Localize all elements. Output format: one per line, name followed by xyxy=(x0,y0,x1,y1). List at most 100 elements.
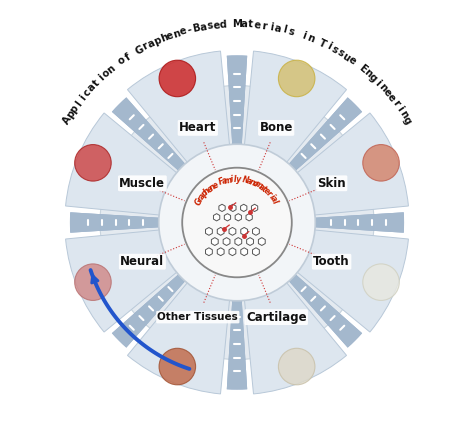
Text: e: e xyxy=(211,180,220,190)
Text: p: p xyxy=(68,103,81,115)
Circle shape xyxy=(278,348,315,385)
Text: e: e xyxy=(205,184,215,194)
Wedge shape xyxy=(227,298,247,389)
Text: m: m xyxy=(253,179,264,191)
Wedge shape xyxy=(287,272,362,348)
Circle shape xyxy=(278,60,315,97)
Text: i: i xyxy=(373,78,383,88)
Text: l: l xyxy=(234,175,237,184)
Text: n: n xyxy=(305,32,315,44)
Text: u: u xyxy=(340,51,352,63)
Text: e: e xyxy=(346,55,357,67)
Text: a: a xyxy=(85,82,98,93)
Text: e: e xyxy=(262,186,272,196)
Text: f: f xyxy=(123,52,132,62)
Text: h: h xyxy=(159,32,169,44)
Circle shape xyxy=(182,168,292,277)
Circle shape xyxy=(159,348,196,385)
Text: i: i xyxy=(268,22,273,32)
Text: d: d xyxy=(219,20,228,30)
Wedge shape xyxy=(287,97,362,173)
Text: a: a xyxy=(257,182,266,192)
Wedge shape xyxy=(296,113,409,215)
Wedge shape xyxy=(100,85,374,360)
Text: l: l xyxy=(281,24,287,35)
Text: i: i xyxy=(230,175,234,184)
Text: T: T xyxy=(317,37,328,50)
Text: r: r xyxy=(264,190,273,198)
Text: t: t xyxy=(248,20,253,30)
Wedge shape xyxy=(65,230,178,332)
Text: e: e xyxy=(381,87,393,99)
Text: e: e xyxy=(165,30,175,41)
Wedge shape xyxy=(227,56,247,147)
Text: i: i xyxy=(325,41,333,52)
Text: E: E xyxy=(357,63,368,75)
Text: a: a xyxy=(198,192,208,201)
Text: Neural: Neural xyxy=(120,255,164,268)
Text: a: a xyxy=(240,19,247,29)
Text: c: c xyxy=(81,87,92,98)
Text: N: N xyxy=(242,175,250,186)
Text: Muscle: Muscle xyxy=(119,177,165,190)
Text: o: o xyxy=(100,68,112,80)
Text: l: l xyxy=(73,99,83,108)
Text: r: r xyxy=(390,98,401,109)
Wedge shape xyxy=(296,230,409,332)
Wedge shape xyxy=(112,272,187,348)
Text: l: l xyxy=(271,199,280,206)
Text: n: n xyxy=(248,177,256,187)
Text: i: i xyxy=(394,105,405,113)
Text: s: s xyxy=(287,26,295,37)
Wedge shape xyxy=(112,97,187,173)
Text: n: n xyxy=(105,63,117,75)
Wedge shape xyxy=(70,212,162,233)
Text: o: o xyxy=(251,178,260,189)
Wedge shape xyxy=(312,212,404,233)
Wedge shape xyxy=(227,298,247,389)
Text: y: y xyxy=(236,175,241,184)
Wedge shape xyxy=(245,282,346,394)
Text: i: i xyxy=(78,93,88,102)
Wedge shape xyxy=(112,97,187,173)
Text: r: r xyxy=(196,195,206,203)
Text: p: p xyxy=(152,35,163,47)
Wedge shape xyxy=(287,97,362,173)
Text: r: r xyxy=(141,41,150,52)
Text: a: a xyxy=(199,22,207,32)
Text: n: n xyxy=(208,182,218,192)
Text: i: i xyxy=(267,193,276,200)
Text: B: B xyxy=(192,23,201,34)
Text: F: F xyxy=(218,177,226,187)
Text: o: o xyxy=(117,55,128,67)
Circle shape xyxy=(75,264,111,300)
Circle shape xyxy=(75,145,111,181)
Text: i: i xyxy=(96,73,106,83)
Text: Skin: Skin xyxy=(317,177,346,190)
Text: e: e xyxy=(385,92,397,104)
Circle shape xyxy=(363,145,399,181)
Text: i: i xyxy=(301,30,307,41)
Text: m: m xyxy=(224,175,233,186)
Circle shape xyxy=(363,264,399,300)
Text: G: G xyxy=(133,44,146,56)
Wedge shape xyxy=(112,272,187,348)
Text: s: s xyxy=(329,44,340,56)
Text: a: a xyxy=(146,38,156,49)
Wedge shape xyxy=(312,212,404,233)
Text: e: e xyxy=(179,26,188,37)
Text: A: A xyxy=(61,114,73,126)
Text: a: a xyxy=(273,23,282,34)
Text: -: - xyxy=(187,24,193,35)
Text: g: g xyxy=(401,115,413,126)
Text: Cartilage: Cartilage xyxy=(246,311,307,324)
Text: n: n xyxy=(397,109,410,120)
Text: a: a xyxy=(268,195,278,204)
Wedge shape xyxy=(128,282,229,394)
Text: Heart: Heart xyxy=(179,121,217,134)
Wedge shape xyxy=(245,51,346,163)
Text: t: t xyxy=(260,184,268,194)
Text: e: e xyxy=(254,20,261,31)
Text: s: s xyxy=(336,48,346,59)
Wedge shape xyxy=(227,56,247,147)
